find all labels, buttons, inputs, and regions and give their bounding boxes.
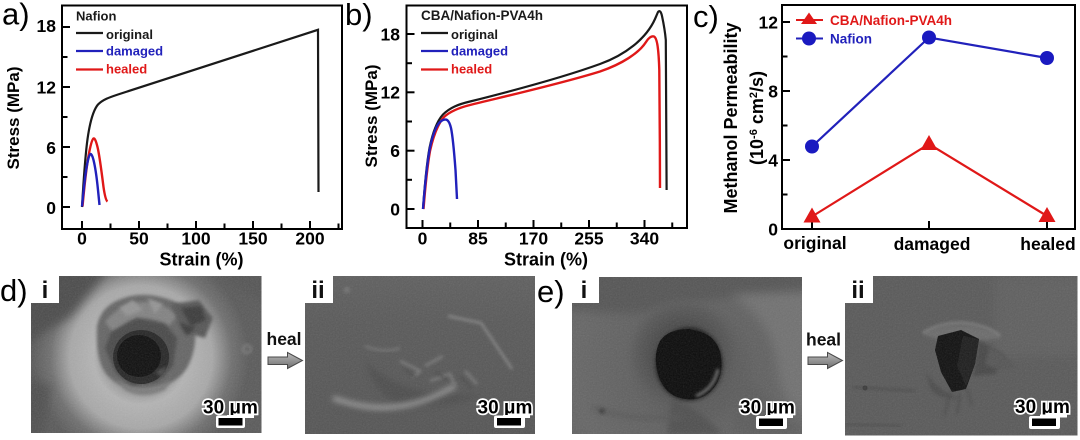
svg-text:12: 12 — [37, 78, 57, 98]
svg-text:0: 0 — [46, 198, 56, 218]
svg-text:50: 50 — [129, 229, 149, 249]
svg-text:damaged: damaged — [451, 44, 508, 59]
svg-text:340: 340 — [630, 229, 659, 249]
svg-text:a): a) — [2, 0, 30, 32]
svg-text:0: 0 — [418, 229, 428, 249]
svg-text:0: 0 — [768, 219, 778, 239]
svg-text:heal: heal — [267, 329, 302, 349]
svg-text:heal: heal — [806, 330, 841, 350]
svg-text:Nafion: Nafion — [76, 9, 117, 24]
svg-text:c): c) — [693, 0, 719, 34]
svg-text:18: 18 — [37, 16, 57, 36]
svg-text:200: 200 — [295, 229, 324, 249]
svg-text:100: 100 — [181, 229, 210, 249]
svg-text:6: 6 — [46, 138, 56, 158]
svg-text:Methanol Permeability: Methanol Permeability — [721, 22, 741, 213]
svg-text:0: 0 — [390, 199, 400, 219]
svg-text:255: 255 — [574, 229, 603, 249]
svg-text:healed: healed — [451, 62, 492, 77]
svg-text:8: 8 — [768, 81, 778, 101]
svg-text:170: 170 — [519, 229, 548, 249]
svg-text:Nafion: Nafion — [830, 32, 872, 47]
svg-text:18: 18 — [381, 24, 401, 44]
svg-text:e): e) — [537, 274, 565, 309]
svg-text:150: 150 — [238, 229, 267, 249]
svg-text:i: i — [42, 277, 49, 304]
svg-text:ii: ii — [851, 277, 864, 304]
svg-text:(10-6 cm2/s): (10-6 cm2/s) — [747, 71, 767, 165]
svg-text:12: 12 — [759, 12, 779, 32]
svg-text:0: 0 — [77, 229, 87, 249]
svg-text:CBA/Nafion-PVA4h: CBA/Nafion-PVA4h — [421, 8, 543, 23]
svg-text:original: original — [106, 27, 153, 42]
svg-text:CBA/Nafion-PVA4h: CBA/Nafion-PVA4h — [830, 13, 952, 28]
svg-text:4: 4 — [768, 150, 778, 170]
svg-text:12: 12 — [381, 83, 401, 103]
svg-text:i: i — [581, 277, 588, 304]
svg-text:d): d) — [0, 273, 28, 308]
svg-text:Strain (%): Strain (%) — [504, 250, 588, 270]
svg-text:ii: ii — [311, 277, 324, 304]
svg-text:Strain (%): Strain (%) — [159, 250, 243, 270]
svg-text:Stress (MPa): Stress (MPa) — [4, 67, 23, 170]
svg-text:Stress (MPa): Stress (MPa) — [362, 65, 381, 168]
svg-text:original: original — [451, 27, 498, 42]
svg-text:b): b) — [345, 0, 373, 32]
svg-text:85: 85 — [468, 229, 488, 249]
svg-text:damaged: damaged — [894, 234, 971, 254]
svg-text:original: original — [783, 233, 846, 253]
svg-text:healed: healed — [1020, 234, 1075, 254]
svg-text:6: 6 — [390, 141, 400, 161]
svg-text:damaged: damaged — [106, 44, 163, 59]
svg-text:healed: healed — [106, 62, 147, 77]
